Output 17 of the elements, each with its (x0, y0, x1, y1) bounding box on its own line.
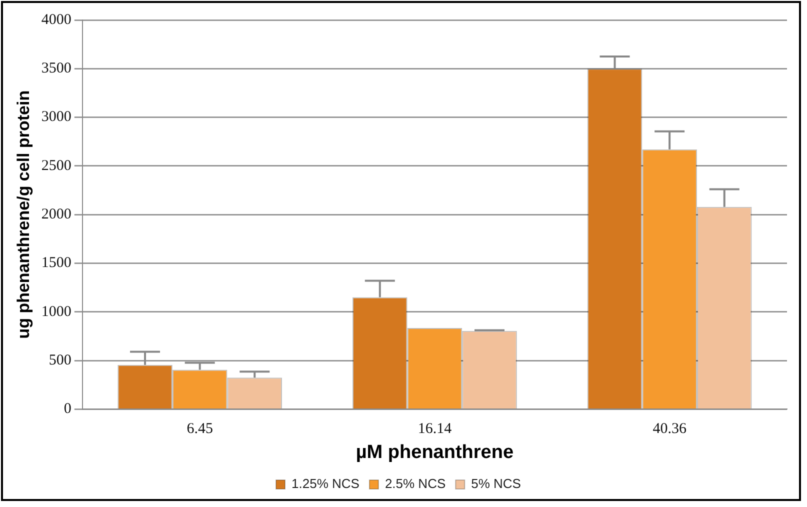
y-tick-label: 0 (64, 401, 72, 418)
y-tick-label: 1000 (41, 304, 72, 320)
y-tick-label: 1500 (41, 255, 72, 272)
legend-label: 1.25% NCS (292, 476, 360, 492)
y-tick-label: 3000 (41, 109, 72, 126)
y-tick-label: 500 (48, 352, 72, 368)
legend-label: 2.5% NCS (384, 476, 446, 492)
y-tick-label: 4000 (41, 12, 72, 28)
y-tick-label: 2000 (41, 206, 72, 223)
x-tick-label: 6.45 (186, 421, 213, 438)
y-axis-title: ug phenanthrene/g cell protein (14, 90, 33, 339)
x-axis-title: µM phenanthrene (356, 442, 514, 463)
legend-label: 5% NCS (471, 476, 522, 492)
x-tick-label: 40.36 (652, 421, 687, 438)
y-tick-label: 3500 (41, 60, 72, 77)
y-tick-label: 2500 (41, 158, 72, 174)
x-tick-label: 16.14 (418, 421, 452, 438)
